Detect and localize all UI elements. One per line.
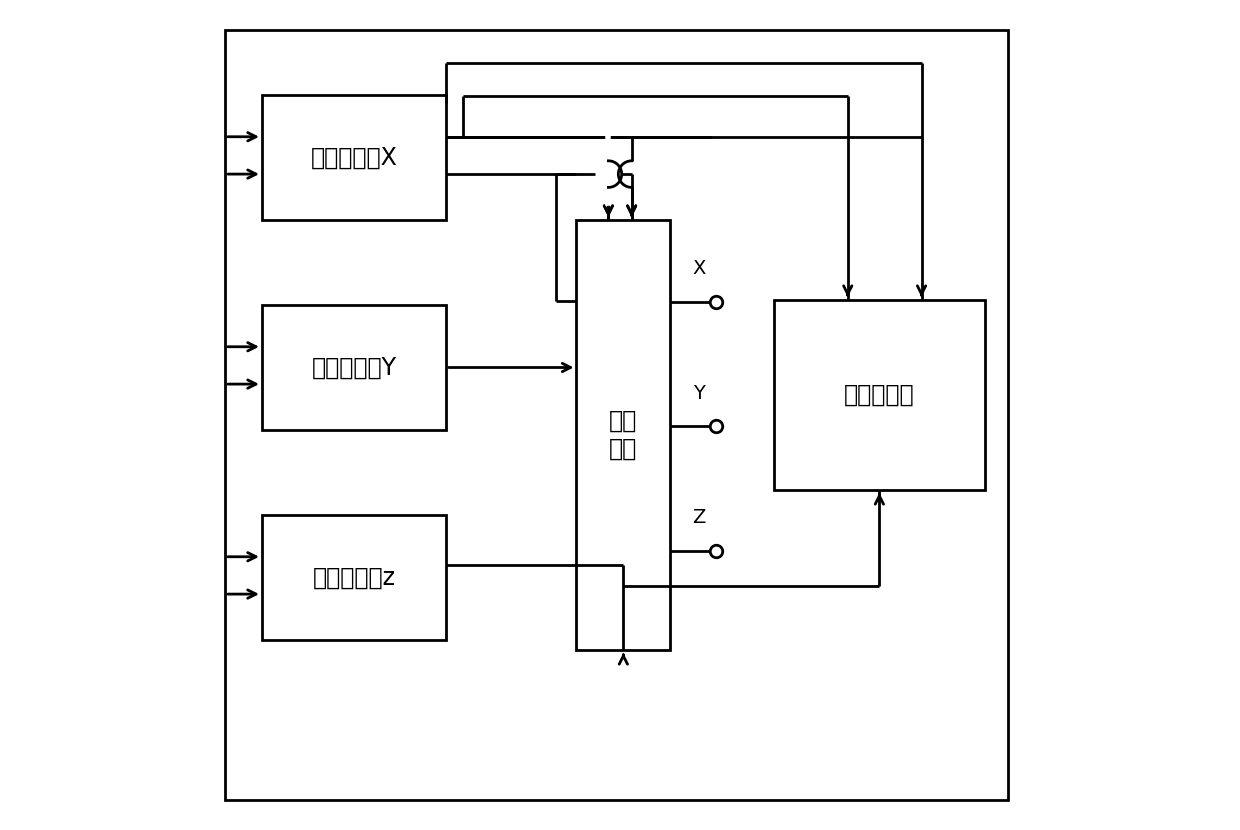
- Text: 组合乘法器: 组合乘法器: [844, 383, 915, 407]
- Text: X: X: [693, 259, 706, 278]
- Text: Z: Z: [693, 509, 706, 527]
- Text: 迭代积分器X: 迭代积分器X: [310, 145, 397, 169]
- Bar: [774, 300, 985, 490]
- Text: 迭代积分器Y: 迭代积分器Y: [311, 355, 397, 379]
- Bar: [262, 95, 446, 220]
- Text: Y: Y: [693, 383, 706, 403]
- Bar: [262, 305, 446, 430]
- Text: 输出
模块: 输出 模块: [609, 409, 637, 461]
- Bar: [262, 515, 446, 640]
- Bar: [577, 220, 670, 650]
- Text: 迭代积分器z: 迭代积分器z: [312, 565, 396, 589]
